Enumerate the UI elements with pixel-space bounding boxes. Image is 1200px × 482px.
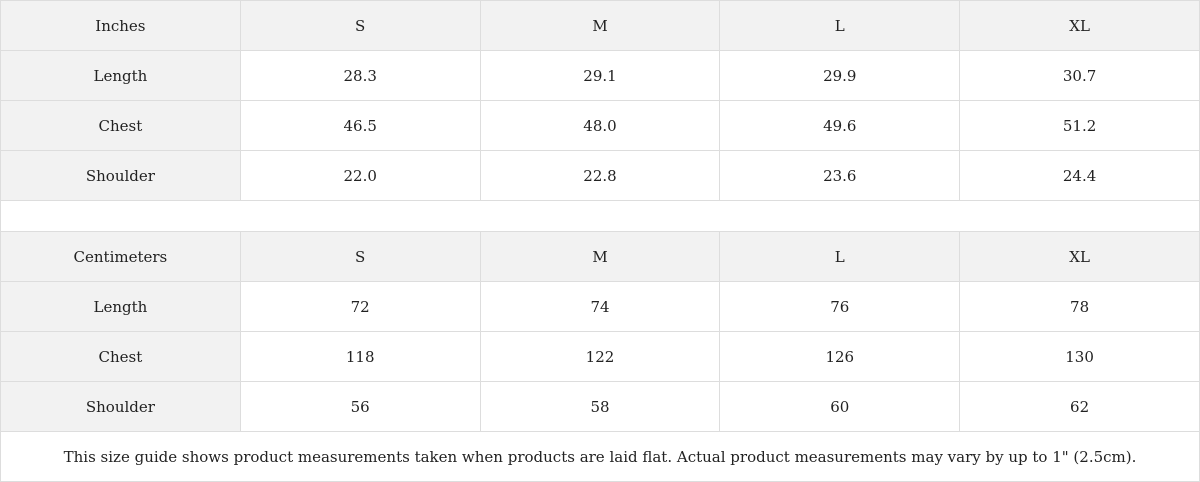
measurement-value: 56 <box>240 382 481 432</box>
measurement-value: 74 <box>480 282 721 332</box>
measurement-value: 23.6 <box>720 151 961 201</box>
measurement-value: 72 <box>240 282 481 332</box>
measurement-value: 28.3 <box>240 51 481 101</box>
measurement-label: Shoulder <box>1 382 241 432</box>
unit-header: Centimeters <box>1 232 241 282</box>
measurement-value: 118 <box>240 332 481 382</box>
measurement-label: Chest <box>1 332 241 382</box>
measurement-label: Shoulder <box>1 151 241 201</box>
size-header: L <box>720 1 961 51</box>
size-header: XL <box>960 1 1200 51</box>
size-header: XL <box>960 232 1200 282</box>
size-table-inches: Inches S M L XL Length 28.3 29.1 29.9 30.7 Chest 46… <box>0 0 1200 201</box>
measurement-label: Chest <box>1 101 241 151</box>
unit-header: Inches <box>1 1 241 51</box>
size-header: L <box>720 232 961 282</box>
measurement-value: 49.6 <box>720 101 961 151</box>
size-header: S <box>240 232 481 282</box>
size-guide-note: This size guide shows product measuremen… <box>0 432 1200 482</box>
measurement-value: 29.9 <box>720 51 961 101</box>
size-header: M <box>480 1 721 51</box>
measurement-value: 76 <box>720 282 961 332</box>
measurement-value: 29.1 <box>480 51 721 101</box>
measurement-value: 126 <box>720 332 961 382</box>
size-table-centimeters: Centimeters S M L XL Length 72 74 76 78 Chest 118 12… <box>0 231 1200 432</box>
measurement-value: 48.0 <box>480 101 721 151</box>
measurement-value: 58 <box>480 382 721 432</box>
measurement-value: 22.8 <box>480 151 721 201</box>
measurement-value: 60 <box>720 382 961 432</box>
measurement-value: 122 <box>480 332 721 382</box>
measurement-value: 22.0 <box>240 151 481 201</box>
table-spacer <box>0 201 1200 231</box>
measurement-value: 51.2 <box>960 101 1200 151</box>
measurement-value: 130 <box>960 332 1200 382</box>
size-header: M <box>480 232 721 282</box>
measurement-value: 46.5 <box>240 101 481 151</box>
measurement-label: Length <box>1 51 241 101</box>
measurement-value: 78 <box>960 282 1200 332</box>
measurement-label: Length <box>1 282 241 332</box>
measurement-value: 62 <box>960 382 1200 432</box>
measurement-value: 24.4 <box>960 151 1200 201</box>
size-header: S <box>240 1 481 51</box>
measurement-value: 30.7 <box>960 51 1200 101</box>
